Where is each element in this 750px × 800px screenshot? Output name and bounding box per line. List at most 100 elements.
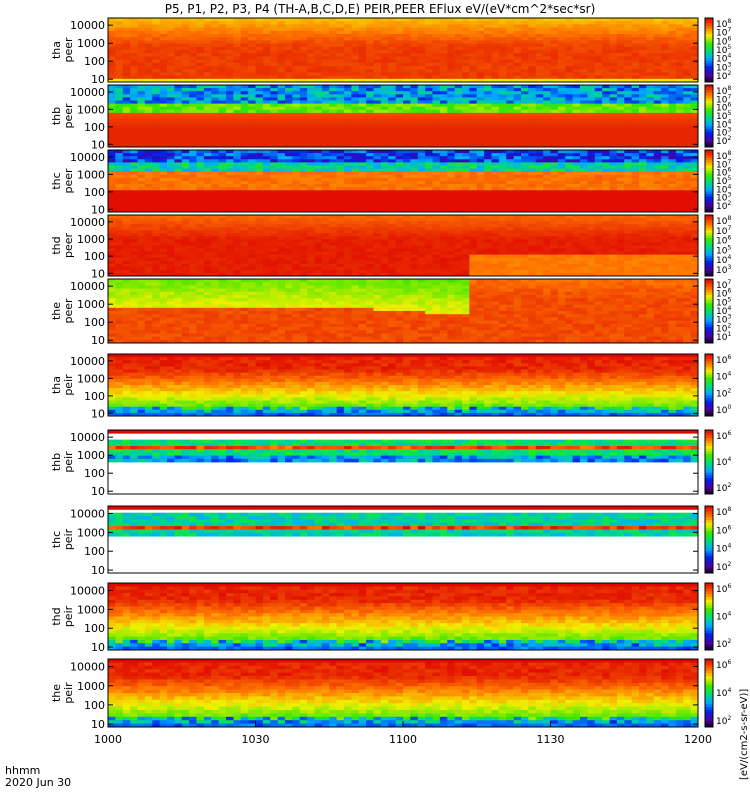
spectrogram-cell: [226, 171, 234, 176]
spectrogram-cell: [661, 162, 669, 166]
spectrogram-cell: [683, 30, 692, 35]
spectrogram-cell: [609, 75, 618, 80]
spectrogram-cell: [439, 100, 448, 104]
spectrogram-cell: [226, 177, 234, 182]
spectrogram-cell: [447, 215, 456, 219]
spectrogram-cell: [152, 27, 161, 32]
spectrogram-cell: [513, 40, 522, 44]
spectrogram-cell: [454, 171, 463, 176]
spectrogram-cell: [329, 184, 338, 188]
spectrogram-cell: [167, 103, 175, 108]
spectrogram-cell: [484, 50, 492, 54]
spectrogram-cell: [366, 208, 374, 213]
spectrogram-cell: [174, 75, 183, 80]
spectrogram-cell: [602, 66, 610, 70]
spectrogram-cell: [513, 21, 522, 25]
spectrogram-cell: [425, 140, 433, 145]
spectrogram-cell: [299, 50, 308, 54]
spectrogram-cell: [218, 37, 227, 41]
spectrogram-cell: [653, 134, 662, 139]
spectrogram-cell: [144, 66, 153, 70]
spectrogram-cell: [240, 177, 249, 182]
spectrogram-cell: [454, 75, 463, 80]
spectrogram-cell: [425, 21, 433, 25]
spectrogram-cell: [616, 187, 625, 191]
spectrogram-cell: [336, 165, 345, 169]
spectrogram-cell: [639, 109, 647, 114]
spectrogram-cell: [498, 94, 507, 98]
spectrogram-cell: [167, 27, 175, 32]
spectrogram-cell: [587, 159, 596, 163]
spectrogram-cell: [108, 18, 116, 22]
spectrogram-cell: [167, 43, 175, 48]
spectrogram-cell: [226, 196, 234, 200]
spectrogram-cell: [292, 159, 301, 163]
spectrogram-cell: [462, 156, 470, 160]
spectrogram-cell: [653, 159, 662, 163]
spectrogram-cell: [218, 137, 227, 142]
spectrogram-cell: [292, 156, 301, 160]
spectrogram-cell: [240, 78, 249, 83]
spectrogram-cell: [594, 85, 603, 89]
spectrogram-cell: [572, 62, 581, 67]
spectrogram-cell: [218, 69, 227, 73]
spectrogram-cell: [454, 128, 463, 132]
spectrogram-cell: [388, 196, 397, 200]
spectrogram-cell: [454, 91, 463, 95]
spectrogram-cell: [410, 53, 419, 57]
spectrogram-cell: [535, 137, 544, 142]
spectrogram-cell: [631, 34, 640, 38]
spectrogram-cell: [469, 112, 478, 117]
spectrogram-cell: [277, 171, 286, 176]
spectrogram-cell: [388, 171, 397, 176]
spectrogram-cell: [432, 119, 441, 123]
spectrogram-cell: [572, 34, 581, 38]
spectrogram-cell: [395, 18, 404, 22]
spectrogram-cell: [277, 21, 286, 25]
spectrogram-cell: [137, 128, 146, 132]
spectrogram-cell: [675, 190, 684, 194]
spectrogram-cell: [484, 21, 492, 25]
spectrogram-cell: [285, 85, 293, 89]
spectrogram-cell: [528, 134, 537, 139]
spectrogram-cell: [159, 196, 168, 200]
spectrogram-cell: [270, 208, 279, 213]
spectrogram-cell: [432, 34, 441, 38]
spectrogram-cell: [425, 159, 433, 163]
spectrogram-cell: [218, 50, 227, 54]
spectrogram-cell: [159, 165, 168, 169]
spectrogram-cell: [646, 27, 655, 32]
spectrogram-cell: [609, 190, 618, 194]
spectrogram-cell: [535, 131, 544, 135]
spectrogram-cell: [329, 187, 338, 191]
spectrogram-cell: [653, 18, 662, 22]
spectrogram-cell: [506, 171, 515, 176]
spectrogram-cell: [115, 85, 124, 89]
spectrogram-cell: [329, 78, 338, 83]
spectrogram-cell: [226, 66, 234, 70]
spectrogram-cell: [557, 109, 566, 114]
spectrogram-cell: [248, 215, 256, 219]
spectrogram-cell: [616, 177, 625, 182]
spectrogram-cell: [506, 30, 515, 35]
spectrogram-cell: [108, 153, 116, 157]
spectrogram-cell: [639, 140, 647, 145]
spectrogram-cell: [174, 205, 183, 210]
spectrogram-cell: [476, 143, 485, 148]
spectrogram-cell: [550, 85, 559, 89]
spectrogram-cell: [373, 165, 382, 169]
spectrogram-cell: [351, 91, 360, 95]
spectrogram-cell: [226, 112, 234, 117]
spectrogram-cell: [432, 91, 441, 95]
spectrogram-cell: [373, 78, 382, 83]
spectrogram-cell: [108, 66, 116, 70]
spectrogram-cell: [432, 18, 441, 22]
spectrogram-cell: [373, 94, 382, 98]
spectrogram-cell: [439, 21, 448, 25]
spectrogram-cell: [108, 205, 116, 210]
spectrogram-cell: [609, 27, 618, 32]
spectrogram-cell: [616, 199, 625, 204]
spectrogram-cell: [484, 202, 492, 207]
spectrogram-cell: [616, 153, 625, 157]
